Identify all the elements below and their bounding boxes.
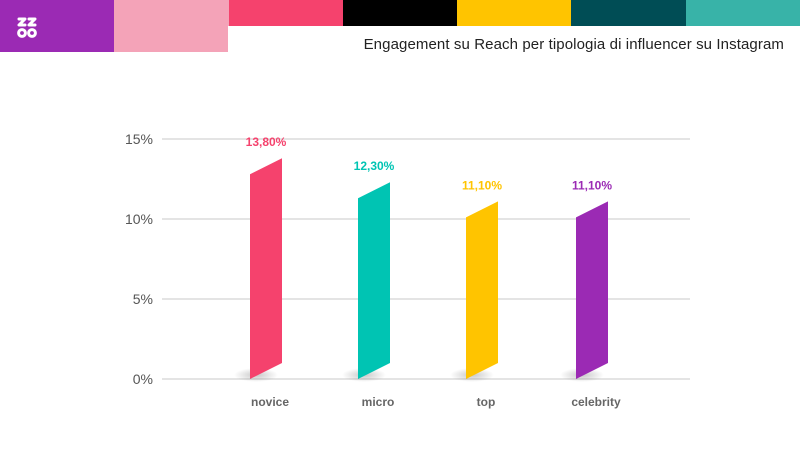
stripe-segment	[571, 0, 686, 26]
stripe-segment	[342, 0, 458, 26]
bar-top	[466, 201, 498, 379]
labels: 13,80% novice 12,30% micro 11,10% top 11,10% ce…	[246, 135, 621, 409]
bars	[234, 158, 608, 382]
stripe-segment	[457, 0, 572, 26]
pink-header-block	[114, 0, 228, 52]
y-tick-label: 5%	[133, 291, 153, 307]
x-tick-label: novice	[251, 395, 289, 409]
y-tick-label: 15%	[125, 131, 153, 147]
stripe-segment	[685, 0, 800, 26]
gridlines	[162, 138, 690, 380]
y-tick-label: 0%	[133, 371, 153, 387]
bar-micro	[358, 182, 390, 379]
logo-block	[0, 0, 114, 52]
stripe-segment	[228, 0, 343, 26]
data-label: 12,30%	[354, 159, 395, 173]
y-tick-label: 10%	[125, 211, 153, 227]
y-axis-ticks: 0% 5% 10% 15%	[125, 131, 153, 387]
data-label: 11,10%	[572, 178, 612, 192]
data-label: 11,10%	[462, 178, 502, 192]
data-label: 13,80%	[246, 135, 287, 149]
page-title: Engagement su Reach per tipologia di inf…	[363, 36, 784, 53]
x-tick-label: top	[477, 395, 496, 409]
x-tick-label: celebrity	[571, 395, 621, 409]
zoo-logo-icon	[17, 17, 37, 38]
x-tick-label: micro	[362, 395, 395, 409]
bar-novice	[250, 158, 282, 379]
bar-celebrity	[576, 201, 608, 379]
